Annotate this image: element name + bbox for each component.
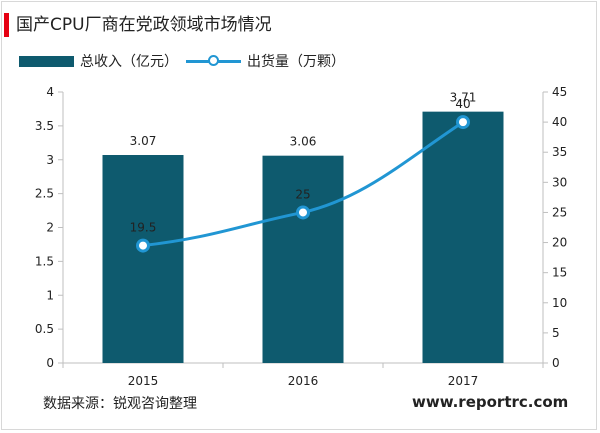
line-point: [296, 205, 310, 220]
y-left-tick-label: 3.5: [35, 119, 54, 133]
y-right-tick-label: 30: [552, 175, 567, 189]
chart-title: 国产CPU厂商在党政领域市场情况: [16, 15, 272, 35]
x-tick-label: 2016: [288, 374, 319, 388]
line-point: [456, 115, 470, 130]
y-left-tick-label: 0.5: [35, 322, 54, 336]
legend-bar-swatch: [19, 55, 74, 67]
line-point: [136, 238, 150, 253]
bar-data-label: 3.06: [290, 135, 317, 149]
y-left-tick-label: 3: [46, 153, 54, 167]
y-left-tick-label: 0: [46, 356, 54, 370]
y-left-tick-label: 2: [46, 221, 54, 235]
title-accent-bar: [4, 13, 9, 37]
y-left-tick-label: 1.5: [35, 254, 54, 268]
y-left-tick-label: 4: [46, 85, 54, 99]
y-right-tick-label: 25: [552, 205, 567, 219]
bar: [422, 111, 504, 364]
legend-label-revenue: 总收入（亿元）: [80, 54, 178, 70]
line-data-label: 25: [295, 187, 310, 201]
line-data-label: 40: [455, 97, 470, 111]
y-left-tick-label: 1: [46, 288, 54, 302]
y-right-tick-label: 0: [552, 356, 560, 370]
y-left-tick-label: 2.5: [35, 187, 54, 201]
y-right-tick-label: 35: [552, 145, 567, 159]
y-right-tick-label: 10: [552, 296, 567, 310]
y-right-tick-label: 20: [552, 236, 567, 250]
y-right-tick-label: 5: [552, 326, 560, 340]
y-right-tick-label: 40: [552, 115, 567, 129]
y-right-tick-label: 15: [552, 266, 567, 280]
legend-label-shipments: 出货量（万颗）: [247, 54, 345, 70]
legend-item-revenue: 总收入（亿元）: [19, 51, 178, 71]
legend-item-shipments: 出货量（万颗）: [186, 51, 345, 71]
bar: [102, 155, 184, 363]
website-label: www.reportrc.com: [412, 393, 569, 411]
bar: [262, 155, 344, 363]
bar-data-label: 3.07: [130, 134, 157, 148]
x-tick-label: 2015: [128, 374, 159, 388]
legend-line-swatch: [186, 55, 241, 67]
line-data-label: 19.5: [130, 221, 157, 235]
source-note: 数据来源：锐观咨询整理: [43, 396, 197, 412]
bar-data-label: 3.71: [450, 91, 477, 105]
y-right-tick-label: 45: [552, 85, 567, 99]
x-tick-label: 2017: [448, 374, 479, 388]
